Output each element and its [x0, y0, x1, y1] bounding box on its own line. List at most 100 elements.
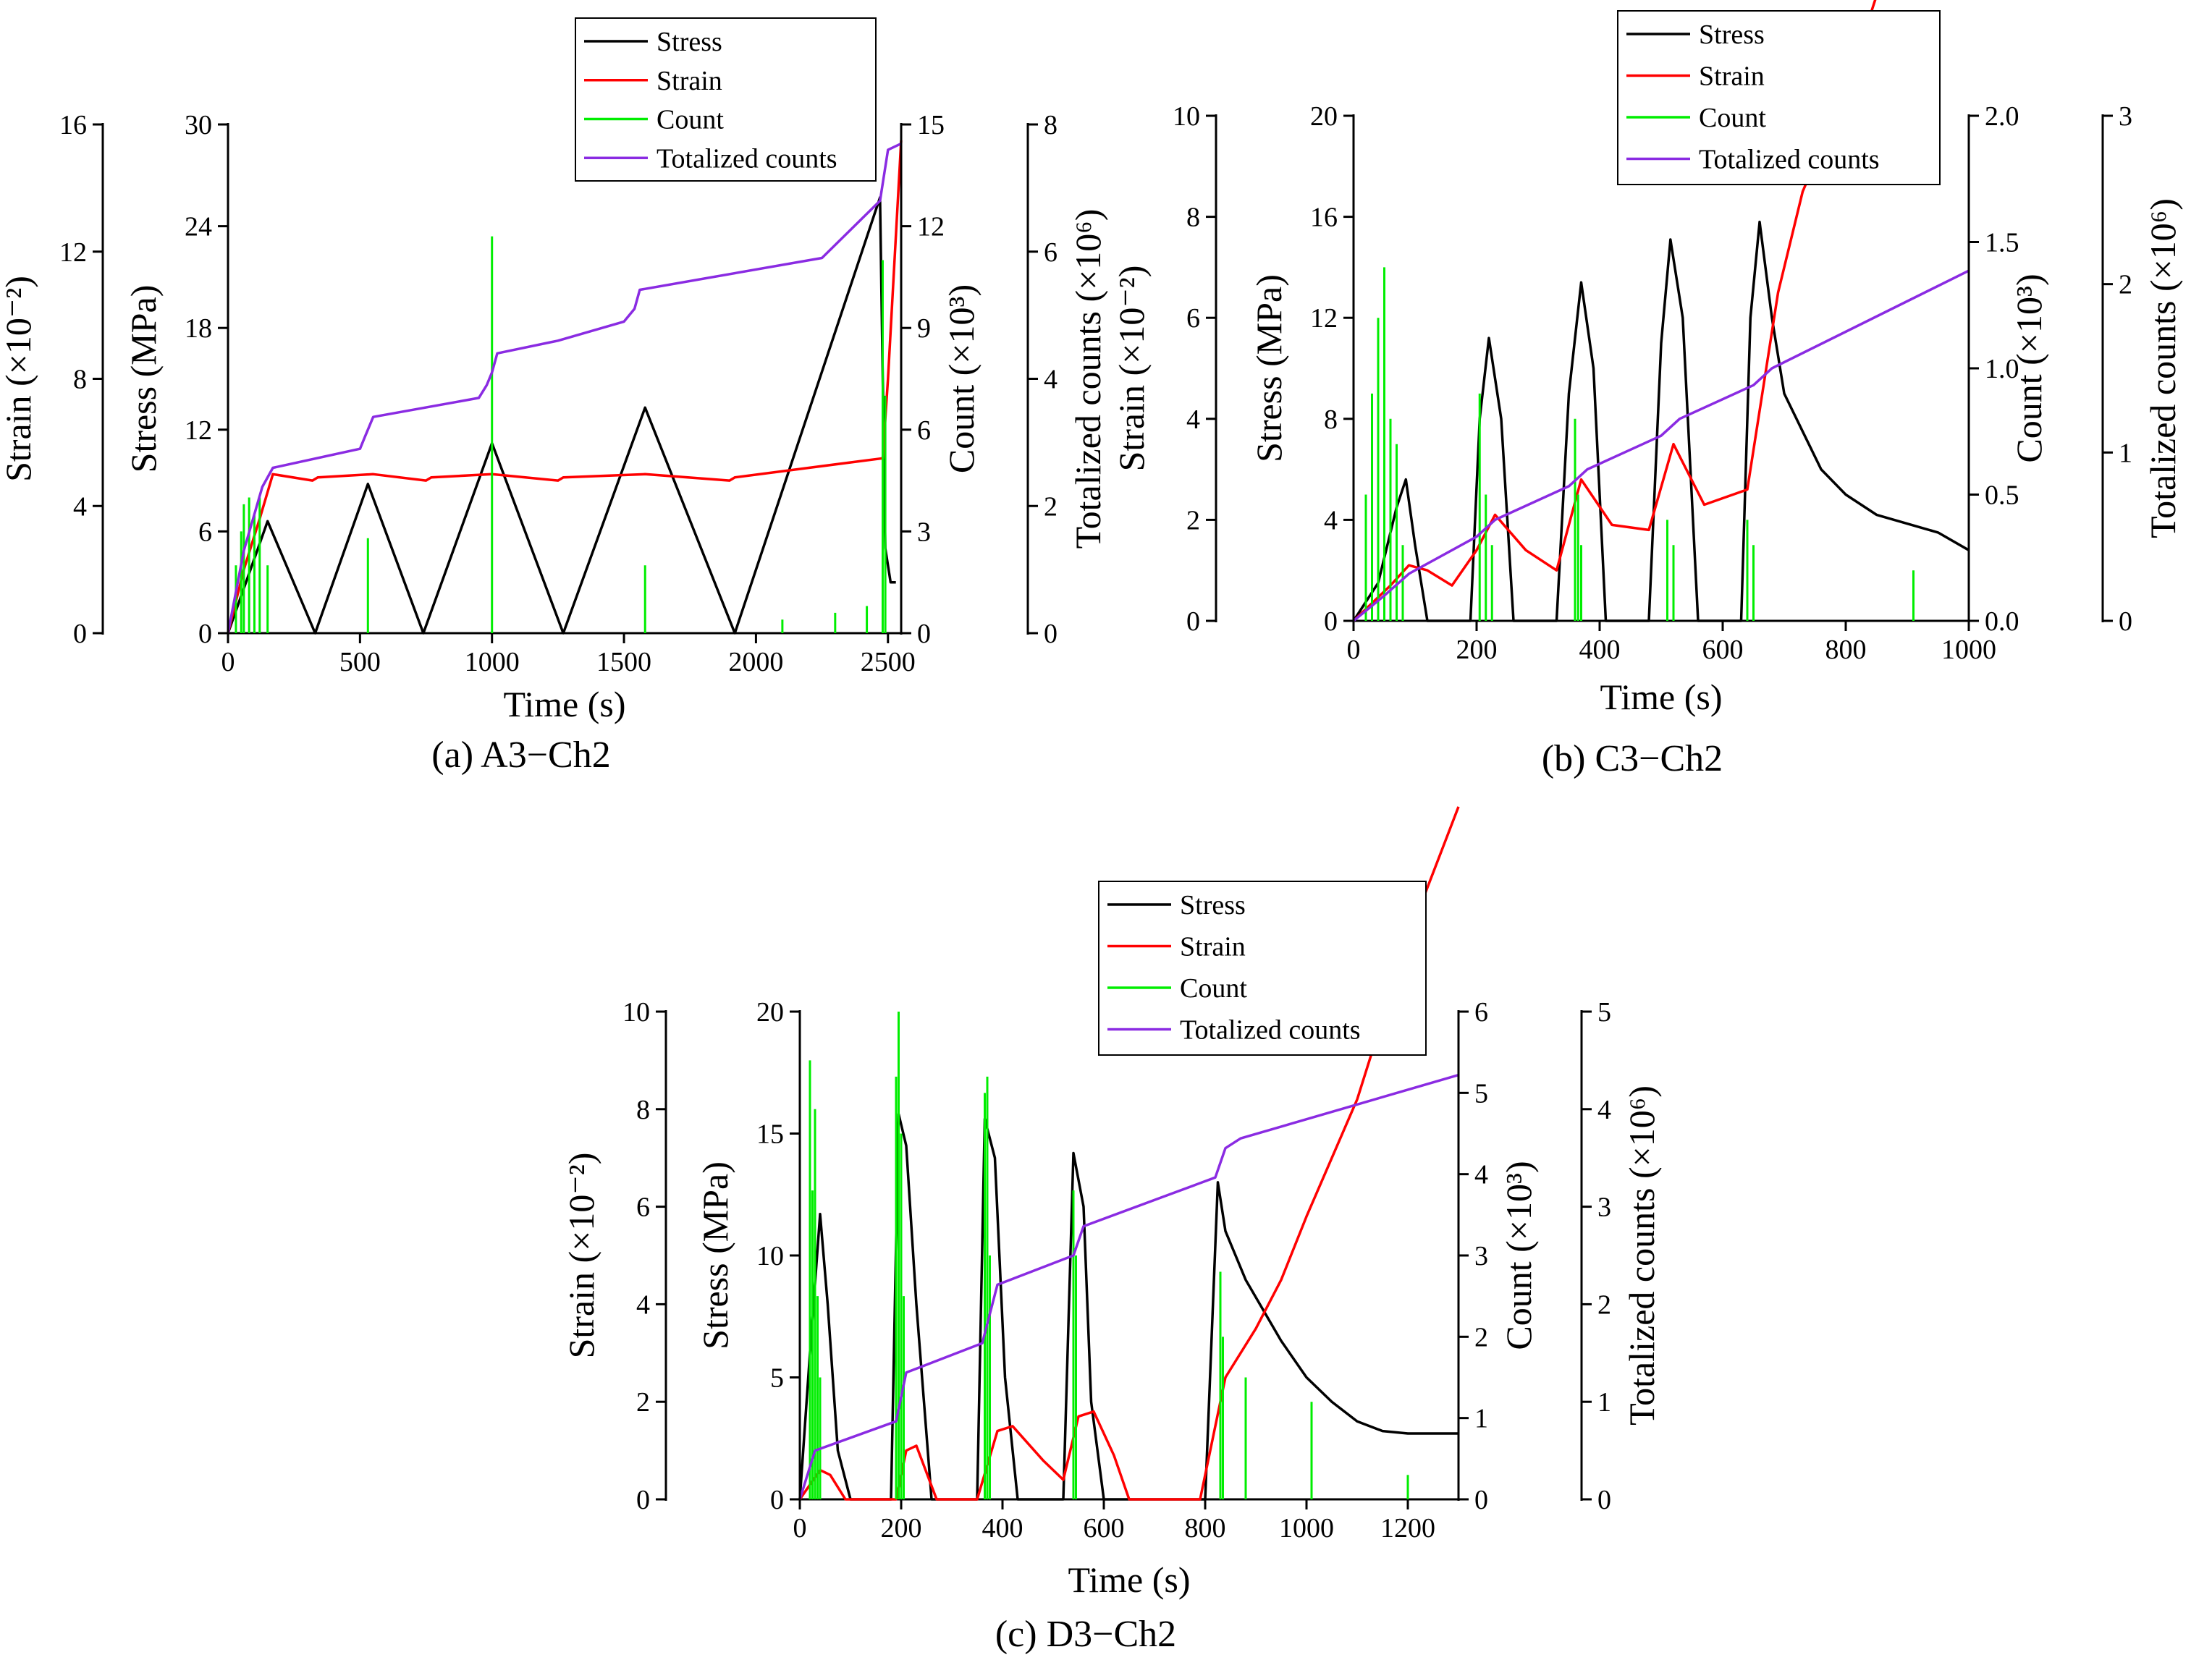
stress-tick-label: 10 — [756, 1241, 784, 1271]
x-tick-label: 1000 — [1941, 635, 1996, 665]
total-tick-label: 2 — [1044, 491, 1058, 522]
count-tick-label: 1 — [1474, 1404, 1488, 1434]
count-tick-label: 0.0 — [1985, 606, 2019, 637]
legend-entry: Strain — [1699, 62, 1765, 92]
legend: Stress Strain Count Totalized counts — [575, 17, 877, 182]
count-tick-label: 3 — [917, 517, 931, 547]
count-tick-label: 5 — [1474, 1078, 1488, 1109]
x-tick-label: 600 — [1702, 635, 1744, 665]
total-tick-label: 0 — [1597, 1485, 1611, 1515]
stress-axis-label: Stress (MPa) — [1249, 274, 1289, 462]
x-tick-label: 400 — [982, 1513, 1023, 1543]
strain-tick-label: 4 — [73, 491, 87, 522]
stress-tick-label: 5 — [770, 1363, 784, 1394]
count-tick-label: 0.5 — [1985, 480, 2019, 511]
stress-tick-label: 6 — [198, 517, 212, 547]
total-tick-label: 6 — [1044, 237, 1058, 268]
x-tick-label: 1200 — [1380, 1513, 1435, 1543]
legend-entry: Strain — [657, 66, 722, 96]
count-tick-label: 4 — [1474, 1160, 1488, 1190]
strain-tick-label: 12 — [59, 237, 87, 268]
total-tick-label: 1 — [2119, 438, 2132, 468]
series-group — [798, 806, 1460, 1501]
total-tick-label: 1 — [1597, 1387, 1611, 1418]
count-tick-label: 6 — [917, 415, 931, 446]
x-tick-label: 1000 — [1279, 1513, 1334, 1543]
count-tick-label: 3 — [1474, 1241, 1488, 1271]
count-tick-label: 9 — [917, 313, 931, 344]
total-axis-label: Totalized counts (×10⁶) — [2143, 198, 2183, 538]
total-axis-label: Totalized counts (×10⁶) — [1621, 1085, 1662, 1426]
total-tick-label: 5 — [1597, 997, 1611, 1028]
x-tick-label: 400 — [1579, 635, 1621, 665]
x-tick-label: 800 — [1185, 1513, 1226, 1543]
stress-tick-label: 0 — [1324, 606, 1338, 637]
count-tick-label: 1.5 — [1985, 228, 2019, 258]
total-tick-label: 4 — [1597, 1095, 1611, 1125]
count-axis-label: Count (×10³) — [941, 284, 982, 473]
legend-entry: Strain — [1180, 932, 1246, 962]
strain-tick-label: 10 — [1173, 101, 1200, 132]
total-tick-label: 3 — [1597, 1193, 1611, 1223]
legend-entry: Count — [1699, 103, 1766, 133]
legend: Stress Strain Count Totalized counts — [1617, 10, 1941, 185]
strain-axis-label: Strain (×10⁻²) — [0, 276, 38, 482]
x-axis-label: Time (s) — [503, 684, 625, 724]
x-tick-label: 0 — [221, 647, 235, 677]
x-tick-label: 1500 — [596, 647, 651, 677]
count-tick-label: 0 — [917, 619, 931, 649]
strain-tick-label: 4 — [1186, 405, 1200, 435]
strain-tick-label: 6 — [636, 1193, 650, 1223]
strain-tick-label: 4 — [636, 1289, 650, 1320]
stress-tick-label: 12 — [1310, 303, 1338, 334]
stress-tick-label: 0 — [198, 619, 212, 649]
count-tick-label: 15 — [917, 110, 945, 140]
legend-entry: Stress — [657, 27, 722, 57]
legend-entry: Stress — [1180, 890, 1246, 920]
legend-box — [575, 17, 877, 182]
strain-tick-label: 8 — [1186, 203, 1200, 233]
stress-tick-label: 16 — [1310, 203, 1338, 233]
strain-tick-label: 6 — [1186, 303, 1200, 334]
stress-axis-label: Stress (MPa) — [695, 1161, 735, 1350]
count-tick-label: 12 — [917, 212, 945, 242]
strain-line — [227, 140, 903, 634]
total-tick-label: 2 — [2119, 270, 2132, 300]
stress-tick-label: 24 — [185, 212, 212, 242]
strain-tick-label: 8 — [73, 365, 87, 395]
legend-entry: Count — [657, 105, 724, 135]
total-tick-label: 3 — [2119, 101, 2132, 132]
x-tick-label: 2000 — [728, 647, 783, 677]
legend-entry: Stress — [1699, 20, 1765, 50]
x-tick-label: 1000 — [465, 647, 520, 677]
strain-tick-label: 0 — [1186, 606, 1200, 637]
total-tick-label: 8 — [1044, 110, 1058, 140]
x-tick-label: 0 — [793, 1513, 807, 1543]
strain-tick-label: 0 — [636, 1485, 650, 1515]
strain-tick-label: 2 — [1186, 505, 1200, 535]
legend-entry: Totalized counts — [657, 143, 837, 174]
legend-entry: Count — [1180, 973, 1247, 1004]
totalized-counts-line — [798, 1073, 1459, 1500]
x-tick-label: 200 — [881, 1513, 922, 1543]
legend-box — [1098, 881, 1427, 1056]
legend: Stress Strain Count Totalized counts — [1098, 881, 1427, 1056]
legend-entry: Totalized counts — [1180, 1015, 1361, 1046]
stress-tick-label: 20 — [1310, 101, 1338, 132]
strain-tick-label: 0 — [73, 619, 87, 649]
count-tick-label: 2 — [1474, 1322, 1488, 1352]
strain-tick-label: 10 — [622, 997, 650, 1028]
stress-tick-label: 18 — [185, 313, 212, 344]
panel-caption: (b) C3−Ch2 — [1542, 738, 1723, 779]
count-tick-label: 2.0 — [1985, 101, 2019, 132]
stress-tick-label: 4 — [1324, 505, 1338, 535]
x-tick-label: 600 — [1084, 1513, 1125, 1543]
total-axis-label: Totalized counts (×10⁶) — [1068, 209, 1108, 549]
strain-axis-label: Strain (×10⁻²) — [1111, 266, 1152, 472]
panel-caption: (c) D3−Ch2 — [995, 1614, 1176, 1655]
strain-tick-label: 16 — [59, 110, 87, 140]
count-tick-label: 1.0 — [1985, 354, 2019, 384]
stress-tick-label: 0 — [770, 1485, 784, 1515]
stress-tick-label: 15 — [756, 1119, 784, 1150]
